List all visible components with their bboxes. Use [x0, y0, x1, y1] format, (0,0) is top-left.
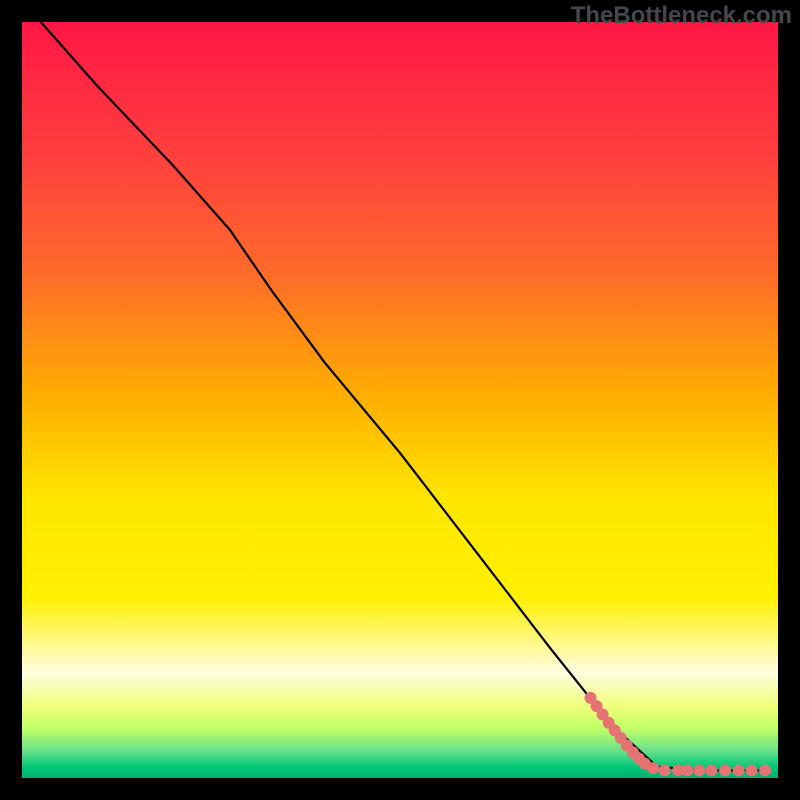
data-marker [733, 764, 745, 776]
chart-stage: TheBottleneck.com [0, 0, 800, 800]
data-marker [659, 764, 671, 776]
gradient-panel [22, 22, 778, 778]
data-marker [693, 764, 705, 776]
data-marker [647, 762, 659, 774]
chart-svg [0, 0, 800, 800]
data-marker [681, 764, 693, 776]
data-marker [746, 764, 758, 776]
data-marker [705, 764, 717, 776]
watermark-text: TheBottleneck.com [571, 2, 792, 30]
data-marker [719, 764, 731, 776]
data-marker [759, 764, 771, 776]
